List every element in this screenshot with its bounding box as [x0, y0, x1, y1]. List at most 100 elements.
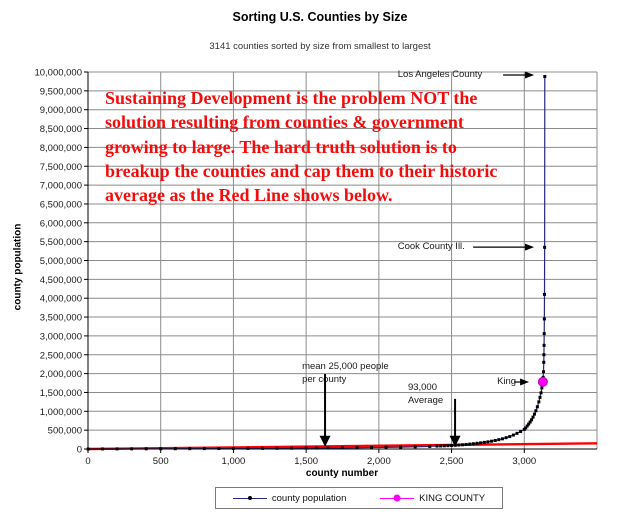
county-population-point [450, 443, 454, 447]
y-tick-label: 2,000,000 [40, 369, 82, 380]
county-population-point [231, 446, 235, 450]
y-tick-label: 3,000,000 [40, 331, 82, 342]
county-population-point [446, 444, 450, 448]
county-population-point [504, 436, 508, 440]
county-population-point [537, 400, 541, 404]
county-population-point [534, 409, 538, 413]
chart-title: Sorting U.S. Counties by Size [232, 10, 408, 24]
legend-marker-icon [232, 494, 267, 503]
y-tick-label: 8,500,000 [40, 124, 82, 135]
county-population-point [290, 446, 294, 450]
y-tick-label: 7,500,000 [40, 162, 82, 173]
county-population-point [428, 444, 432, 448]
legend: county population KING COUNTY [215, 487, 503, 509]
y-tick-label: 500,000 [48, 426, 82, 437]
y-axis-title: county population [12, 223, 24, 311]
county-population-point [460, 443, 464, 447]
county-population-point [471, 442, 475, 446]
x-tick-label: 500 [153, 456, 169, 467]
county-population-point [542, 317, 546, 321]
county-population-point [542, 360, 546, 364]
county-population-point [475, 441, 479, 445]
county-population-point [538, 395, 542, 399]
county-population-point [543, 292, 547, 296]
county-population-point [527, 422, 531, 426]
county-population-point [355, 446, 359, 450]
legend-dot-icon [393, 494, 401, 502]
x-tick-label: 3,000 [512, 456, 536, 467]
x-axis-title: county number [305, 468, 379, 479]
y-tick-label: 7,000,000 [40, 181, 82, 192]
annotation-note-line: Sustaining Development is the problem NO… [105, 88, 478, 108]
county-population-point [326, 446, 330, 450]
arrow-head-93000-average [449, 435, 461, 447]
cap-line [87, 442, 598, 451]
annotation-label-cook-county: Cook County Ill. [398, 241, 465, 252]
arrow-head-king-county [520, 378, 530, 386]
annotation-note: Sustaining Development is the problem NO… [105, 86, 545, 207]
county-population-point [532, 412, 536, 416]
arrow-head-los-angeles-county [525, 71, 535, 79]
y-tick-label: 1,000,000 [40, 407, 82, 418]
county-population-point [542, 353, 546, 357]
county-population-point [479, 441, 483, 445]
annotation-note-line: breakup the counties and cap them to the… [105, 160, 498, 181]
county-population-point [515, 431, 519, 435]
county-population-point [304, 446, 308, 450]
legend-label: KING COUNTY [419, 492, 486, 504]
y-tick-label: 6,500,000 [40, 199, 82, 210]
x-tick-label: 2,500 [440, 456, 464, 467]
y-tick-label: 3,500,000 [40, 313, 82, 324]
county-population-point [530, 418, 534, 422]
county-population-point [490, 439, 494, 443]
y-tick-label: 1,500,000 [40, 388, 82, 399]
y-tick-label: 5,500,000 [40, 237, 82, 248]
county-population-point [314, 446, 318, 450]
county-population-point [508, 435, 512, 439]
y-tick-label: 9,500,000 [40, 86, 82, 97]
county-population-point [261, 446, 265, 450]
legend-label: county population [271, 492, 347, 504]
county-population-point [439, 444, 443, 448]
county-population-point [531, 415, 535, 419]
county-population-point [519, 429, 523, 433]
annotation-label-los-angeles-county: Los Angeles County [398, 69, 483, 80]
county-population-point [535, 405, 539, 409]
county-population-point [468, 442, 472, 446]
county-population-point [442, 444, 446, 448]
x-tick-label: 1,500 [294, 456, 318, 467]
chart-subtitle: 3141 counties sorted by size from smalle… [209, 41, 431, 52]
county-population-point [435, 444, 439, 448]
county-population-point [341, 446, 344, 450]
y-tick-label: 10,000,000 [34, 68, 82, 79]
county-population-point [493, 439, 497, 443]
county-population-point [542, 332, 546, 336]
county-population-point [543, 75, 547, 79]
y-tick-label: 4,500,000 [40, 275, 82, 286]
annotation-label-king-county: King [497, 376, 516, 387]
county-population-point [528, 420, 532, 424]
arrow-head-mean-25000 [319, 435, 331, 447]
annotation-note-line: growing to large. The hard truth solutio… [105, 136, 457, 157]
legend-dot-icon [247, 496, 252, 500]
county-population-point [541, 370, 545, 374]
county-population-point [511, 433, 515, 437]
county-population-point [399, 445, 403, 449]
x-tick-label: 1,000 [222, 456, 246, 467]
county-population-point [275, 446, 279, 450]
legend-entry-king-county: KING COUNTY [380, 493, 485, 504]
annotation-label-93000-average: 93,000 Average [408, 382, 443, 406]
county-population-point [543, 245, 547, 249]
county-population-point [370, 446, 374, 450]
county-population-point [497, 438, 501, 442]
y-tick-label: 8,000,000 [40, 143, 82, 154]
legend-marker-icon [380, 494, 415, 503]
county-population-point [246, 446, 250, 450]
county-population-point [522, 427, 526, 431]
county-population-point [413, 445, 417, 449]
y-tick-label: 9,000,000 [40, 105, 82, 116]
king-county-point [537, 376, 548, 387]
county-population-point [539, 391, 543, 395]
county-population-point [486, 440, 490, 444]
